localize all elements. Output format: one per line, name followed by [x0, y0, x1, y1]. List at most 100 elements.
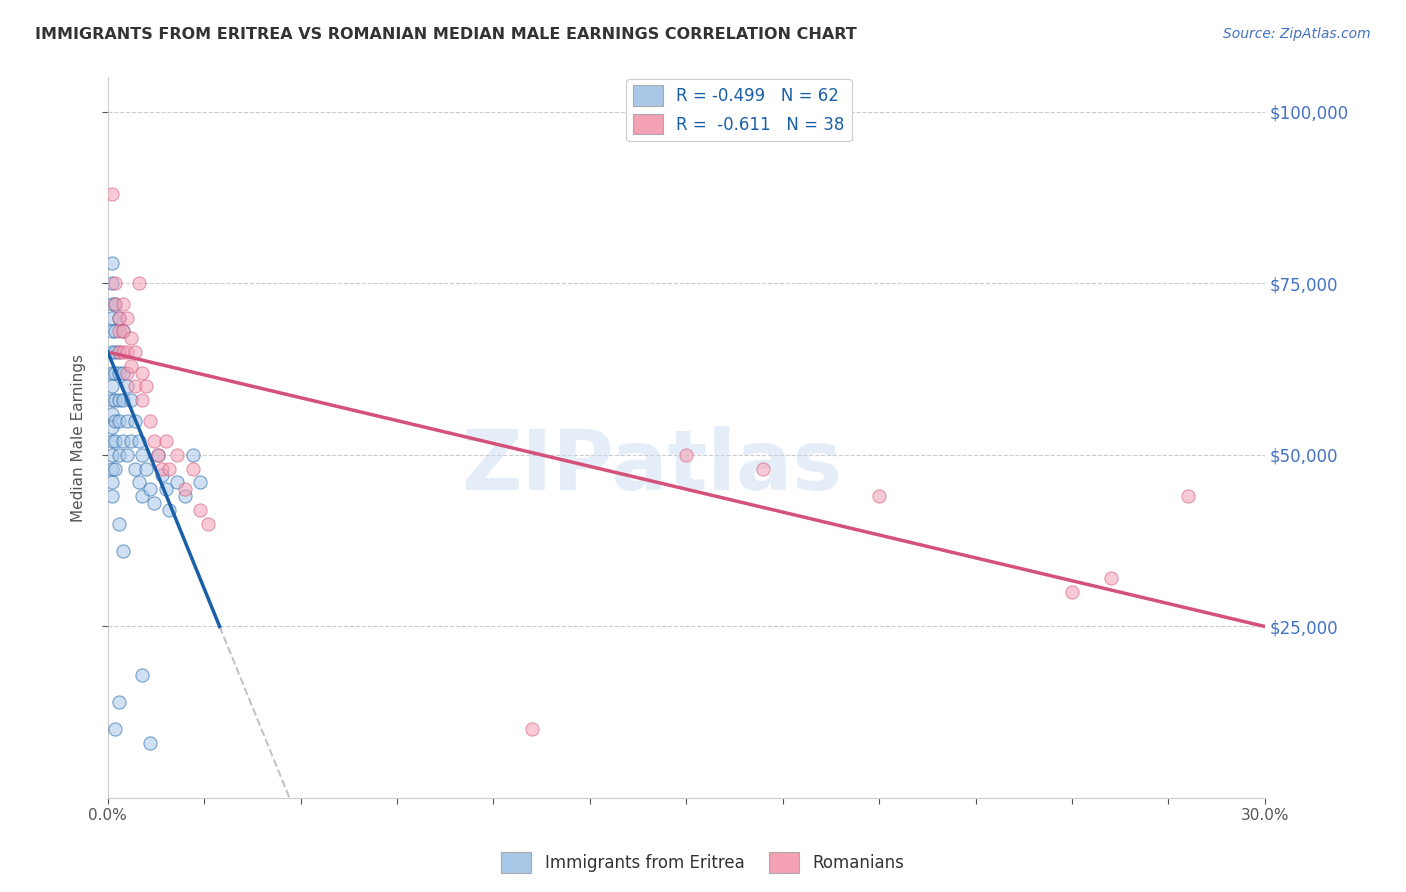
Point: [112, 324, 135, 338]
Point: [112, 345, 135, 359]
Point: [139, 482, 162, 496]
Point: [188, 503, 211, 517]
Point: [108, 310, 131, 325]
Point: [108, 516, 131, 531]
Point: [1177, 489, 1199, 503]
Point: [100, 187, 122, 202]
Point: [115, 345, 138, 359]
Point: [675, 448, 697, 462]
Point: [112, 366, 135, 380]
Point: [100, 434, 122, 449]
Point: [104, 366, 127, 380]
Point: [128, 434, 150, 449]
Text: Source: ZipAtlas.com: Source: ZipAtlas.com: [1223, 27, 1371, 41]
Point: [100, 392, 122, 407]
Point: [104, 414, 127, 428]
Point: [100, 366, 122, 380]
Point: [108, 324, 131, 338]
Point: [150, 468, 173, 483]
Point: [520, 723, 543, 737]
Point: [100, 475, 122, 490]
Point: [146, 448, 169, 462]
Point: [197, 516, 219, 531]
Point: [104, 277, 127, 291]
Point: [104, 392, 127, 407]
Point: [115, 366, 138, 380]
Point: [159, 503, 181, 517]
Point: [115, 448, 138, 462]
Point: [166, 448, 188, 462]
Point: [128, 277, 150, 291]
Point: [112, 297, 135, 311]
Point: [120, 359, 142, 373]
Point: [146, 448, 169, 462]
Point: [112, 392, 135, 407]
Point: [108, 366, 131, 380]
Point: [100, 379, 122, 393]
Point: [131, 489, 153, 503]
Point: [100, 461, 122, 475]
Point: [131, 448, 153, 462]
Point: [159, 461, 181, 475]
Point: [1099, 571, 1122, 585]
Point: [112, 434, 135, 449]
Point: [104, 461, 127, 475]
Point: [115, 310, 138, 325]
Point: [124, 461, 146, 475]
Point: [143, 496, 166, 510]
Point: [104, 723, 127, 737]
Point: [104, 345, 127, 359]
Y-axis label: Median Male Earnings: Median Male Earnings: [72, 354, 86, 522]
Point: [131, 366, 153, 380]
Text: ZIPatlas: ZIPatlas: [461, 426, 842, 507]
Point: [120, 434, 142, 449]
Point: [868, 489, 890, 503]
Point: [104, 297, 127, 311]
Point: [100, 489, 122, 503]
Point: [115, 379, 138, 393]
Point: [104, 297, 127, 311]
Point: [100, 407, 122, 421]
Point: [108, 448, 131, 462]
Point: [100, 297, 122, 311]
Point: [104, 434, 127, 449]
Point: [100, 277, 122, 291]
Point: [131, 667, 153, 681]
Point: [174, 482, 197, 496]
Point: [100, 310, 122, 325]
Point: [181, 448, 204, 462]
Point: [181, 461, 204, 475]
Point: [128, 475, 150, 490]
Point: [135, 461, 157, 475]
Point: [108, 345, 131, 359]
Point: [143, 434, 166, 449]
Point: [135, 379, 157, 393]
Text: IMMIGRANTS FROM ERITREA VS ROMANIAN MEDIAN MALE EARNINGS CORRELATION CHART: IMMIGRANTS FROM ERITREA VS ROMANIAN MEDI…: [35, 27, 856, 42]
Point: [131, 392, 153, 407]
Point: [108, 310, 131, 325]
Point: [112, 324, 135, 338]
Point: [112, 544, 135, 558]
Point: [188, 475, 211, 490]
Point: [166, 475, 188, 490]
Point: [100, 448, 122, 462]
Point: [100, 345, 122, 359]
Point: [124, 379, 146, 393]
Point: [120, 331, 142, 345]
Point: [104, 324, 127, 338]
Legend: Immigrants from Eritrea, Romanians: Immigrants from Eritrea, Romanians: [495, 846, 911, 880]
Point: [174, 489, 197, 503]
Point: [120, 392, 142, 407]
Point: [1060, 585, 1083, 599]
Point: [139, 736, 162, 750]
Legend: R = -0.499   N = 62, R =  -0.611   N = 38: R = -0.499 N = 62, R = -0.611 N = 38: [627, 78, 852, 141]
Point: [115, 414, 138, 428]
Point: [100, 256, 122, 270]
Point: [124, 345, 146, 359]
Point: [155, 482, 177, 496]
Point: [100, 324, 122, 338]
Point: [752, 461, 775, 475]
Point: [108, 414, 131, 428]
Point: [139, 414, 162, 428]
Point: [108, 695, 131, 709]
